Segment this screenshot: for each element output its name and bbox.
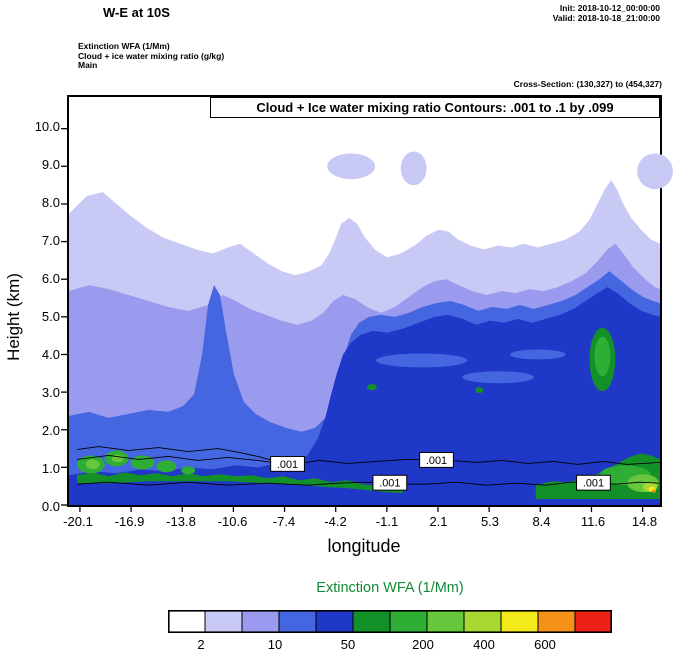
- contour-label-box: [576, 474, 611, 491]
- fill-blob-lavender-1: [327, 153, 375, 180]
- colorbar-cell: [352, 610, 391, 633]
- colorbar-cell: [204, 610, 243, 633]
- fill-wisp-1: [375, 353, 468, 368]
- run-time-block: Init: 2018-10-12_00:00:00 Valid: 2018-10…: [553, 3, 660, 23]
- colorbar-label: 2: [197, 637, 205, 652]
- fill-orange-speck: [652, 489, 657, 493]
- colorbar-cell: [315, 610, 354, 633]
- colorbar-label: 50: [340, 637, 356, 652]
- field-main: Main: [78, 60, 98, 70]
- colorbar-cell: [500, 610, 539, 633]
- x-tick-label: -20.1: [63, 514, 93, 529]
- contour-label: .001: [426, 455, 447, 467]
- y-tick-label: 10.0: [34, 119, 60, 134]
- y-tick-label: 7.0: [41, 233, 60, 248]
- colorbar-cell: [389, 610, 428, 633]
- contour-label-group: .001 .001 .001 .001: [270, 452, 611, 491]
- fill-region-level5: [69, 287, 660, 505]
- y-tick-label: 3.0: [41, 385, 60, 400]
- colorbar-cell: [278, 610, 317, 633]
- x-tick-label: 11.6: [580, 514, 606, 529]
- init-time: Init: 2018-10-12_00:00:00: [559, 3, 660, 13]
- y-tick-label: 4.0: [41, 347, 60, 362]
- fill-green-blob-5: [181, 466, 196, 475]
- fill-wisp-2: [462, 371, 534, 384]
- field-cloud-ice: Cloud + ice water mixing ratio (g/kg): [78, 50, 225, 61]
- x-tick-label: -7.4: [272, 514, 296, 529]
- y-tick-label: 9.0: [41, 157, 60, 172]
- page-title: W-E at 10S: [103, 5, 170, 20]
- y-tick-label: 5.0: [41, 309, 60, 324]
- cross-section-label: Cross-Section: (130,327) to (454,327): [513, 79, 662, 89]
- fill-blob-lavender-2: [400, 151, 427, 186]
- colorbar-cell: [426, 610, 465, 633]
- colorbar-border: [168, 610, 612, 633]
- y-tick-label: 2.0: [41, 423, 60, 438]
- x-axis-title: longitude: [327, 536, 401, 556]
- x-tick-label: 8.4: [532, 514, 551, 529]
- contour-plot: .001 .001 .001 .001: [61, 95, 673, 512]
- contour-label-box: [270, 455, 305, 472]
- fill-green-blob-1-core: [85, 459, 100, 470]
- colorbar-cell: [168, 610, 206, 633]
- legend-title: Extinction WFA (1/Mm): [316, 580, 464, 596]
- fill-green-column-inner: [594, 336, 611, 377]
- contour-label: .001: [379, 478, 400, 490]
- x-tick-label: 14.8: [631, 514, 658, 529]
- contour-title: Cloud + Ice water mixing ratio Contours:…: [210, 97, 660, 118]
- colorbar-label: 400: [473, 637, 495, 652]
- y-tick-label: 8.0: [41, 195, 60, 210]
- y-tick-label: 0.0: [41, 499, 60, 514]
- x-tick-label: 5.3: [480, 514, 500, 529]
- x-tick-label: -13.8: [166, 514, 196, 529]
- colorbar-cell: [574, 610, 612, 633]
- field-extinction: Extinction WFA (1/Mm): [78, 41, 170, 51]
- contour-label-box: [372, 474, 408, 491]
- colorbar-cell: [241, 610, 280, 633]
- axis-ticks: [61, 128, 644, 512]
- x-tick-label: -10.6: [217, 514, 248, 529]
- y-axis-title: Height (km): [4, 273, 23, 361]
- contour-label-box: [419, 452, 454, 468]
- fill-green-blob-3: [130, 455, 155, 470]
- fill-region-green-band: [76, 472, 403, 494]
- colorbar-label: 200: [412, 637, 434, 652]
- colorbar-label: 600: [534, 637, 556, 652]
- fill-green-speck-2: [475, 387, 484, 394]
- field-list: Extinction WFA (1/Mm) Cloud + ice water …: [78, 41, 225, 71]
- contour-plot-canvas: .001 .001 .001 .001: [61, 97, 673, 512]
- x-tick-label: -1.1: [375, 514, 399, 529]
- colorbar-label: 10: [267, 637, 283, 652]
- colorbar-cell: [463, 610, 502, 633]
- x-tick-label: -4.2: [324, 514, 347, 529]
- contour-label: .001: [583, 478, 604, 490]
- colorbar: [168, 610, 612, 633]
- x-tick-label: -16.9: [114, 514, 145, 529]
- colorbar-cell: [537, 610, 576, 633]
- x-tick-label: 2.1: [429, 514, 448, 529]
- y-tick-label: 6.0: [41, 271, 60, 286]
- fill-wisp-3: [510, 349, 566, 360]
- contour-label: .001: [277, 459, 298, 471]
- fill-green-blob-4: [156, 460, 177, 473]
- fill-blob-lavender-3: [637, 153, 673, 190]
- fill-green-speck-1: [366, 384, 377, 391]
- y-tick-label: 1.0: [41, 461, 60, 476]
- valid-time: Valid: 2018-10-18_21:00:00: [552, 13, 660, 23]
